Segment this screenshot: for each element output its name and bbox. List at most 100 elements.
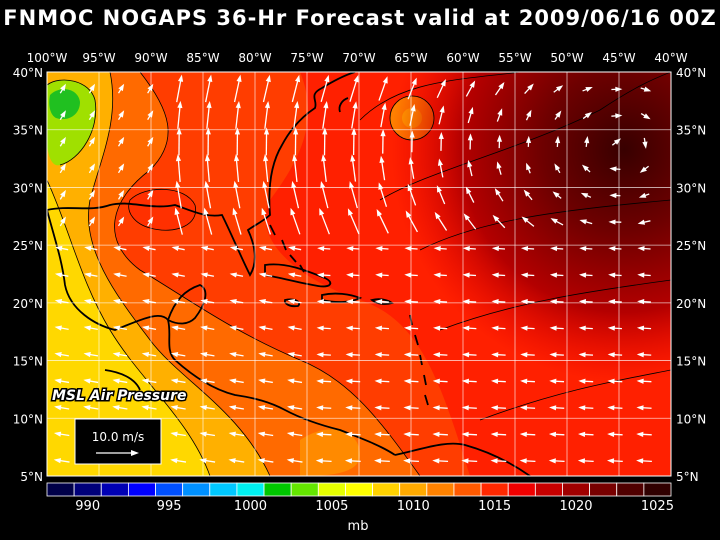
wind-vector bbox=[113, 245, 127, 252]
wind-vector bbox=[584, 135, 590, 147]
wind-vector bbox=[112, 352, 128, 358]
wind-vector bbox=[229, 245, 244, 252]
wind-vector bbox=[84, 272, 98, 278]
wind-vector bbox=[549, 352, 564, 358]
wind-vector bbox=[433, 325, 448, 331]
colorbar-swatch bbox=[317, 482, 346, 497]
wind-vector bbox=[88, 216, 96, 227]
colorbar-tick-label: 1015 bbox=[478, 499, 511, 514]
wind-vector bbox=[117, 216, 125, 227]
wind-vector bbox=[320, 180, 329, 209]
wind-vector bbox=[293, 100, 300, 129]
wind-vector bbox=[316, 299, 331, 305]
wind-vector bbox=[350, 154, 357, 182]
wind-vector bbox=[142, 245, 156, 252]
wind-vector bbox=[205, 74, 213, 103]
wind-vector bbox=[316, 272, 331, 278]
pressure-high-atlantic bbox=[360, 72, 671, 382]
wind-vector bbox=[607, 325, 622, 331]
wind-vector bbox=[83, 325, 98, 331]
wind-vector bbox=[228, 431, 245, 437]
wind-vector bbox=[404, 245, 418, 252]
wind-vector bbox=[380, 102, 387, 128]
wind-vector bbox=[607, 352, 623, 358]
wind-vector bbox=[607, 299, 622, 305]
wind-vector bbox=[54, 378, 70, 384]
wind-vector bbox=[552, 191, 562, 199]
wind-vector bbox=[170, 458, 187, 464]
wind-vector bbox=[554, 163, 561, 174]
wind-vector bbox=[578, 299, 593, 305]
wind-vector bbox=[258, 245, 273, 252]
wind-vector bbox=[579, 219, 593, 225]
wind-vector bbox=[112, 325, 128, 331]
wind-vector bbox=[608, 219, 622, 225]
lon-label: 80°W bbox=[238, 51, 271, 65]
wind-vector bbox=[141, 378, 157, 384]
wind-vector bbox=[291, 74, 301, 103]
wind-vector bbox=[54, 352, 69, 358]
wind-vector bbox=[638, 192, 650, 198]
lat-label-right: 30°N bbox=[676, 181, 706, 195]
wind-vector bbox=[229, 298, 244, 305]
wind-vector bbox=[286, 431, 303, 437]
wind-vector bbox=[88, 110, 96, 121]
wind-vector bbox=[117, 83, 125, 94]
lon-label: 85°W bbox=[186, 51, 219, 65]
wind-vector bbox=[608, 245, 622, 252]
wind-vector bbox=[287, 352, 302, 358]
wind-vector bbox=[351, 101, 358, 129]
wind-vector bbox=[581, 164, 591, 173]
colorbar-tick-label: 990 bbox=[75, 499, 100, 514]
wind-vector bbox=[88, 163, 96, 174]
wind-vector bbox=[578, 325, 593, 331]
lat-label-left: 20°N bbox=[13, 297, 43, 311]
colorbar-swatch bbox=[372, 482, 401, 497]
wind-vector bbox=[636, 458, 652, 464]
wind-vector bbox=[639, 165, 650, 173]
wind-vector bbox=[376, 209, 389, 234]
wind-vector bbox=[147, 83, 154, 94]
wind-vector bbox=[59, 110, 66, 121]
pressure-low-northwest-core bbox=[49, 89, 80, 120]
wind-vector bbox=[112, 378, 128, 384]
lat-label-right: 40°N bbox=[676, 66, 706, 80]
wind-vector bbox=[438, 105, 445, 125]
wind-vector bbox=[347, 208, 360, 235]
wind-vector bbox=[636, 378, 652, 384]
wind-vector bbox=[147, 110, 154, 121]
pressure-band-1000 bbox=[47, 180, 210, 476]
wind-vector bbox=[433, 299, 448, 305]
wind-vector bbox=[378, 76, 388, 101]
wind-vector bbox=[525, 135, 532, 147]
wind-vector bbox=[491, 299, 506, 305]
wind-vector bbox=[640, 86, 652, 92]
wind-vector bbox=[403, 405, 419, 411]
wind-vector bbox=[437, 158, 444, 178]
colorbar-tick-label: 995 bbox=[157, 499, 182, 514]
colorbar-swatch bbox=[480, 482, 509, 497]
wind-vector bbox=[378, 182, 388, 207]
wind-vector bbox=[229, 352, 244, 358]
wind-vector bbox=[461, 378, 477, 384]
wind-vector bbox=[582, 86, 593, 92]
wind-vector bbox=[436, 79, 446, 99]
wind-vector bbox=[491, 352, 506, 358]
wind-vector bbox=[345, 378, 361, 384]
colorbar-swatch bbox=[345, 482, 373, 497]
wind-vector bbox=[53, 458, 70, 464]
lon-label: 90°W bbox=[134, 51, 167, 65]
wind-vector bbox=[491, 378, 506, 384]
wind-vector bbox=[233, 154, 240, 182]
colorbar-swatch bbox=[534, 482, 563, 497]
wind-vector bbox=[141, 352, 157, 358]
wind-vector bbox=[496, 108, 503, 122]
wind-vector bbox=[53, 431, 70, 437]
lon-label: 40°W bbox=[654, 51, 687, 65]
wind-vector bbox=[174, 207, 183, 235]
wind-vector bbox=[549, 378, 565, 384]
wind-vector bbox=[461, 405, 477, 411]
wind-vector bbox=[578, 431, 594, 437]
wind-vector bbox=[117, 136, 125, 147]
